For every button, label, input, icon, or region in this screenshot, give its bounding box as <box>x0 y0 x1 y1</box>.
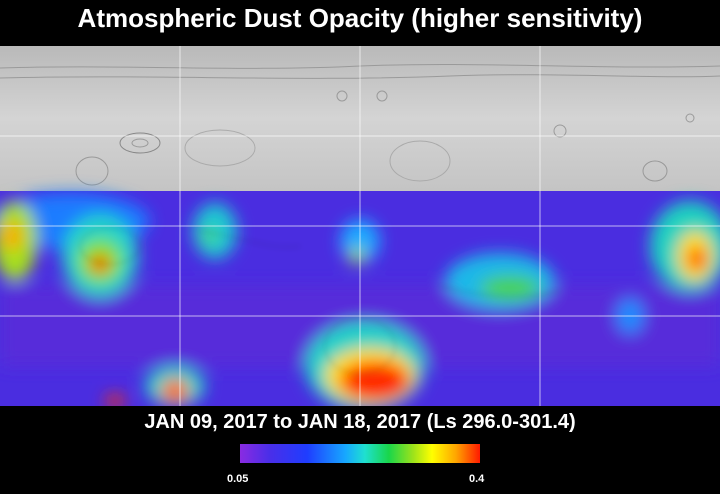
map-title: Atmospheric Dust Opacity (higher sensiti… <box>77 3 643 33</box>
terrain-features <box>0 63 720 186</box>
color-scale-max-label: 0.4 <box>469 473 485 485</box>
date-range-label: JAN 09, 2017 to JAN 18, 2017 (Ls 296.0-3… <box>144 411 576 433</box>
lat-lon-grid <box>0 46 720 406</box>
dust-opacity-map <box>0 46 720 406</box>
color-scale-min-label: 0.05 <box>227 473 249 485</box>
color-scale-bar <box>240 444 480 463</box>
